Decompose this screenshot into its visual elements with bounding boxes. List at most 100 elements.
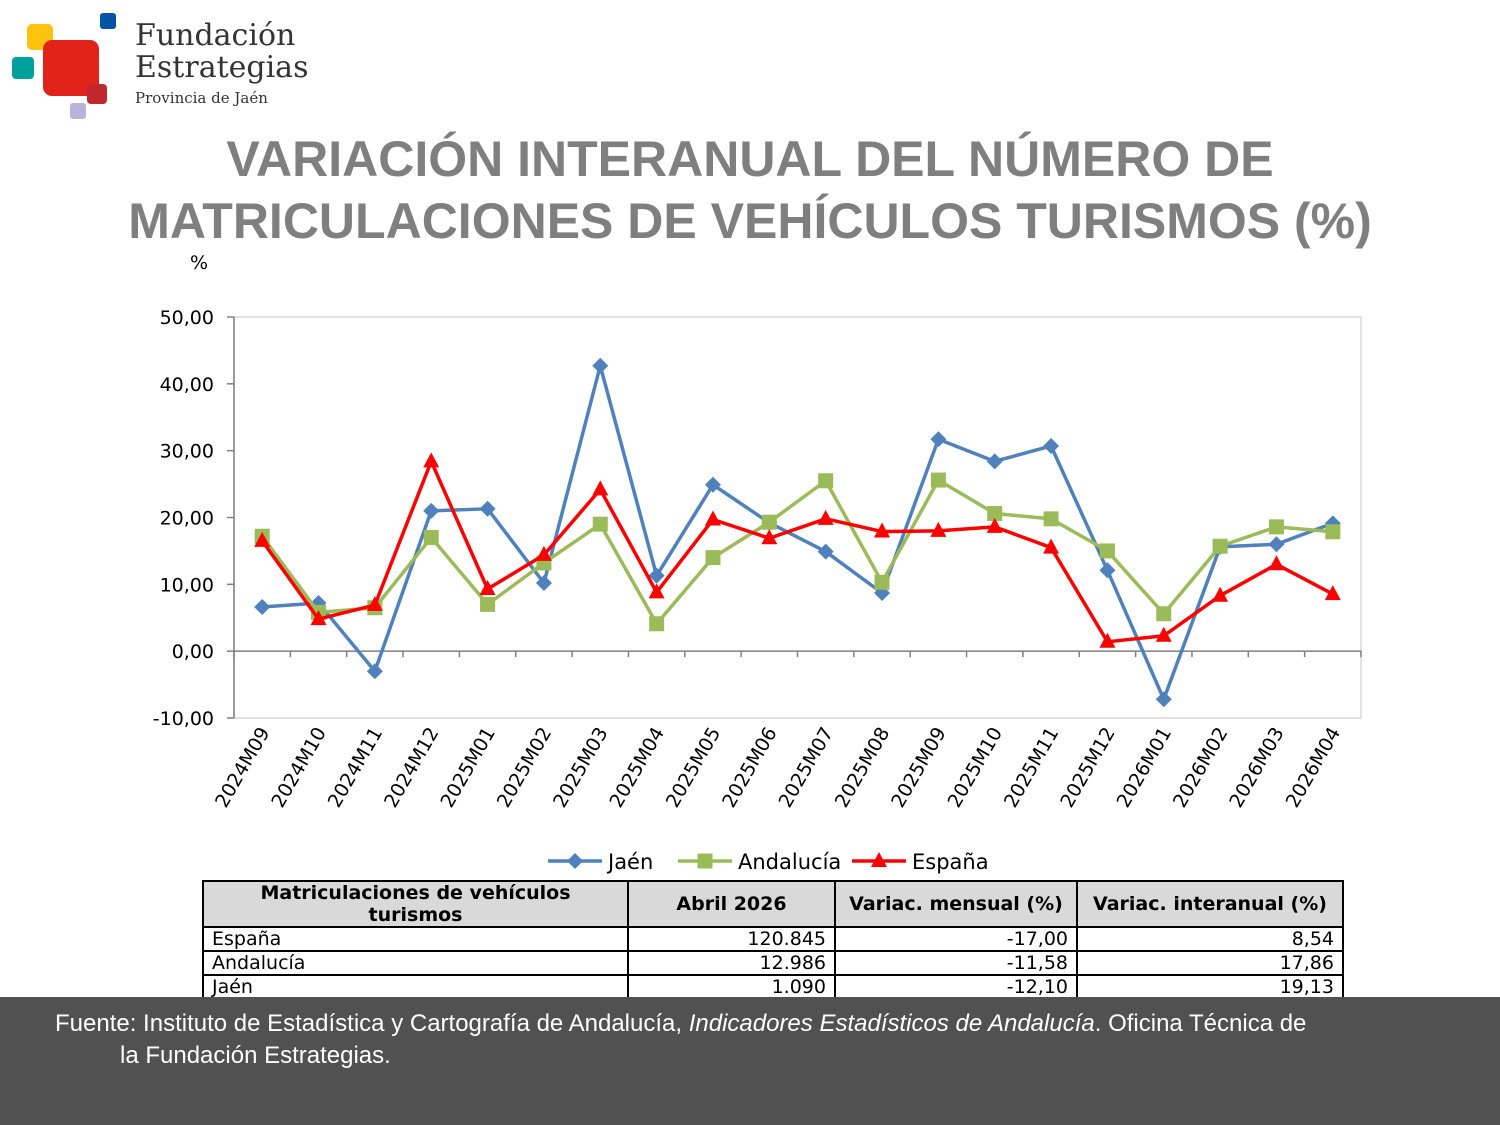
data-point-andalucia [1212, 538, 1228, 554]
y-tick-label: 30,00 [160, 441, 214, 463]
data-point-espana [1324, 585, 1341, 601]
data-point-andalucia [423, 530, 439, 546]
data-point-andalucia [1325, 524, 1341, 540]
table-cell-region: Andalucía [202, 950, 629, 976]
data-point-andalucia [930, 472, 946, 488]
data-point-andalucia [874, 574, 890, 590]
x-tick-label: 2024M10 [267, 724, 331, 812]
data-point-andalucia [1156, 606, 1172, 622]
y-tick-label: 50,00 [160, 307, 214, 329]
x-tick-label: 2025M11 [1000, 724, 1064, 812]
data-point-andalucia [1043, 511, 1059, 527]
legend-label-espana: España [912, 850, 989, 874]
x-tick-label: 2025M03 [549, 724, 613, 812]
y-tick-label: 10,00 [160, 574, 214, 596]
line-chart: 50,00 40,00 30,00 20,00 10,00 0,00 -10,00% 2024… [153, 252, 1362, 874]
data-point-espana [479, 580, 496, 596]
source-footer: Fuente: Instituto de Estadística y Carto… [0, 997, 1500, 1125]
data-point-andalucia [1099, 543, 1115, 559]
x-tick-label: 2025M12 [1056, 724, 1120, 812]
data-point-espana [1099, 632, 1116, 648]
logo-line-3: Provincia de Jaén [135, 89, 268, 107]
logo-line-2: Estrategias [135, 50, 309, 85]
data-point-espana [1155, 626, 1172, 642]
data-point-espana [1043, 538, 1060, 554]
data-point-espana [254, 531, 271, 547]
title-line-1: VARIACIÓN INTERANUAL DEL NÚMERO DE [226, 131, 1274, 187]
data-point-jaen [1043, 437, 1060, 454]
data-point-jaen [366, 663, 383, 680]
table-header-cell: Abril 2026 [627, 880, 836, 928]
title-line-2: MATRICULACIONES DE VEHÍCULOS TURISMOS (%… [128, 193, 1372, 249]
data-point-espana [1212, 586, 1229, 602]
table-row: España 120.845 -17,00 8,54 [202, 926, 1344, 952]
legend-label-jaen: Jaén [606, 850, 653, 874]
page-title: VARIACIÓN INTERANUAL DEL NÚMERO DE MATRI… [0, 128, 1500, 252]
source-line-1: Fuente: Instituto de Estadística y Carto… [55, 1009, 1465, 1039]
data-point-espana [310, 610, 327, 626]
data-point-espana [930, 521, 947, 537]
source-line-2: la Fundación Estrategias. [120, 1042, 391, 1069]
table-cell: 1.090 [627, 974, 836, 1000]
table-cell: -17,00 [834, 926, 1078, 952]
data-point-espana [592, 480, 609, 496]
table-cell: 19,13 [1076, 974, 1344, 1000]
data-point-jaen [986, 453, 1003, 470]
series-line-andalucia [260, 478, 1333, 626]
table-header-row: Matriculaciones de vehículos turismos Ab… [202, 880, 1344, 928]
table-header-cell: Variac. interanual (%) [1076, 880, 1344, 928]
plot-area [233, 316, 1362, 719]
data-point-andalucia [592, 516, 608, 532]
data-point-jaen [535, 574, 552, 591]
x-tick-label: 2025M07 [774, 724, 838, 812]
table-cell: 120.845 [627, 926, 836, 952]
data-point-espana [817, 509, 834, 525]
data-point-espana [423, 452, 440, 468]
x-tick-label: 2025M04 [605, 724, 669, 812]
y-tick-label: 0,00 [172, 641, 214, 663]
series-line-jaen [262, 364, 1334, 702]
data-point-andalucia [649, 616, 665, 632]
x-tick-label: 2026M01 [1113, 724, 1177, 812]
data-point-jaen [254, 599, 271, 616]
x-tick-label: 2025M01 [436, 724, 500, 812]
x-tick-label: 2026M04 [1282, 724, 1346, 812]
data-point-jaen [423, 502, 440, 519]
x-tick-label: 2025M02 [493, 724, 557, 812]
series-line-espana [260, 459, 1334, 644]
x-tick-label: 2026M03 [1225, 724, 1289, 812]
source-prefix: Fuente: Instituto de Estadística y Carto… [55, 1010, 689, 1037]
summary-table: Matriculaciones de vehículos turismos Ab… [202, 880, 1344, 1000]
data-point-jaen [817, 543, 834, 560]
table-cell: 12.986 [627, 950, 836, 976]
data-point-espana [761, 529, 778, 545]
data-point-jaen [704, 476, 721, 493]
table-cell: 17,86 [1076, 950, 1344, 976]
legend-label-andalucia: Andalucía [738, 850, 841, 874]
data-point-jaen [648, 567, 665, 584]
logo-mark-icon [12, 13, 116, 119]
data-point-espana [986, 517, 1003, 533]
data-point-espana [1268, 555, 1285, 571]
legend-marker-jaen [567, 853, 583, 869]
data-point-andalucia [1268, 519, 1284, 535]
data-point-jaen [1268, 536, 1285, 553]
data-point-jaen [930, 431, 947, 448]
legend-marker-espana [871, 852, 887, 867]
source-suffix: . Oficina Técnica de [1094, 1010, 1307, 1037]
y-axis-label: % [190, 252, 208, 274]
logo-line-1: Fundación [135, 18, 296, 53]
table-cell: -12,10 [834, 974, 1078, 1000]
data-point-espana [704, 510, 721, 526]
x-tick-label: 2024M09 [211, 724, 275, 812]
logo-text: Fundación Estrategias Provincia de Jaén [135, 20, 308, 108]
source-publication: Indicadores Estadísticos de Andalucía [688, 1010, 1095, 1037]
data-point-andalucia [480, 596, 496, 612]
data-point-espana [535, 545, 552, 561]
data-point-jaen [592, 357, 609, 374]
y-tick-label: -10,00 [153, 708, 214, 730]
data-point-jaen [1155, 691, 1172, 708]
x-tick-label: 2025M05 [662, 724, 726, 812]
data-point-andalucia [705, 550, 721, 566]
data-point-espana [366, 596, 383, 612]
